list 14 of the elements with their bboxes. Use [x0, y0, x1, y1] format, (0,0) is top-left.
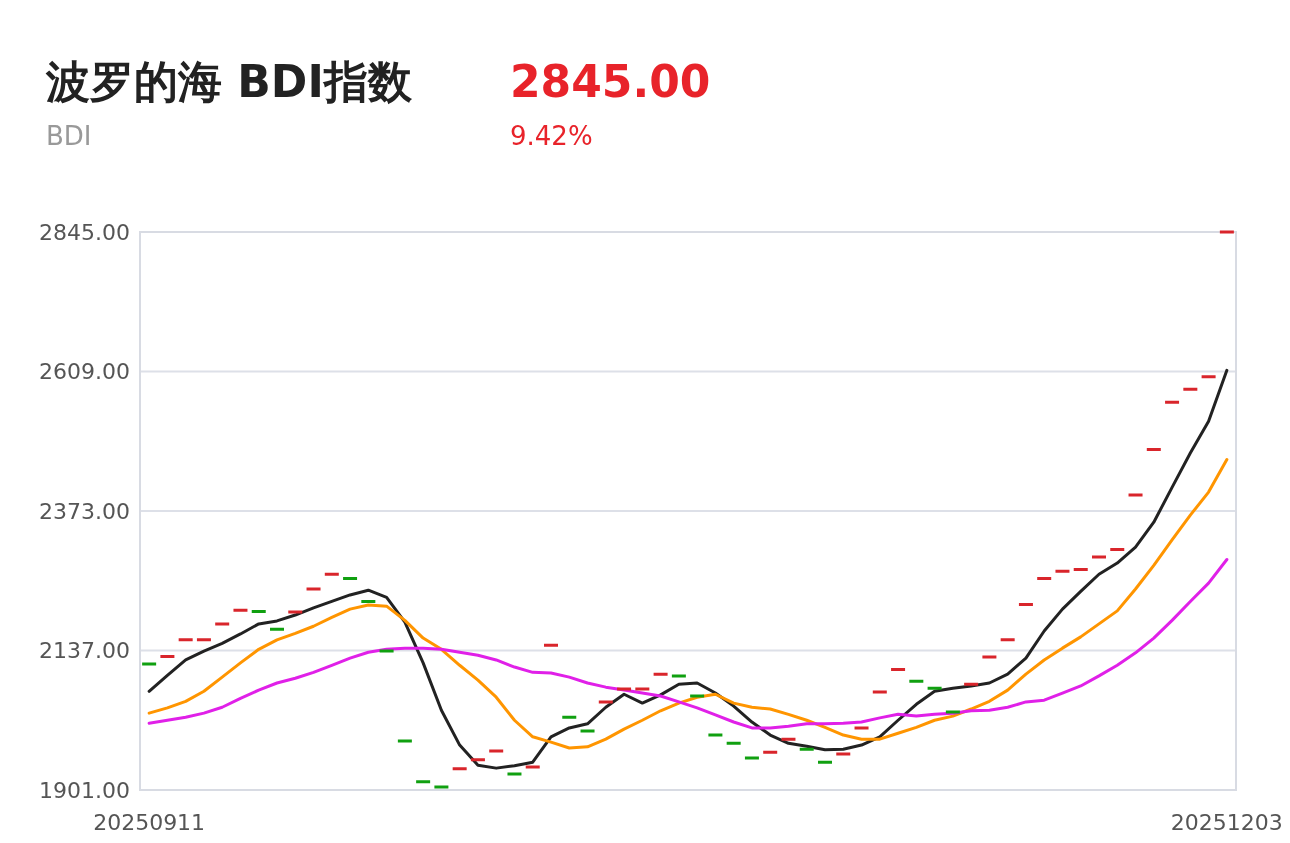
- line-series: [147, 557, 1229, 730]
- chart-subtitle: BDI: [46, 121, 92, 151]
- y-tick-label: 2845.00: [39, 219, 130, 245]
- x-tick-label: 20251203: [1170, 810, 1283, 835]
- text: 2845.00: [510, 56, 711, 107]
- x-tick-label: 20250911: [93, 810, 206, 835]
- line-series: [147, 458, 1229, 750]
- line-series: [147, 368, 1229, 770]
- y-tick-label: 2137.00: [39, 638, 130, 663]
- y-tick-label: 2609.00: [39, 359, 130, 384]
- text: 9.42%: [510, 121, 593, 151]
- chart-title: 波罗的海 BDI指数: [45, 56, 413, 107]
- y-tick-label: 2373.00: [39, 498, 130, 524]
- y-tick-label: 1901.00: [39, 777, 130, 803]
